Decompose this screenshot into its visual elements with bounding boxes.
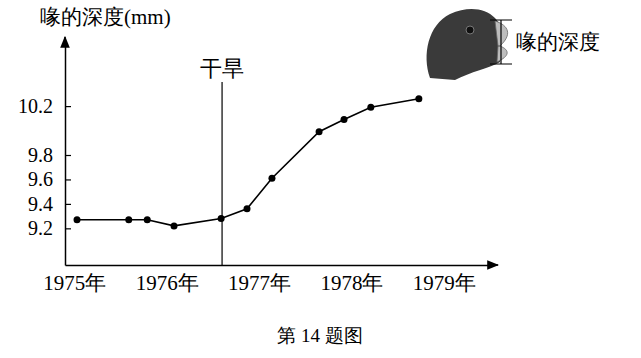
annotation-label: 干旱 [200, 56, 244, 81]
x-tick-label: 1976年 [136, 271, 199, 295]
data-point [144, 216, 151, 223]
y-tick: 9.8 [28, 144, 71, 166]
y-tick-mark [65, 106, 71, 107]
x-axis: 1975年 1976年 1977年 1978年 1979年 [43, 265, 490, 295]
annotation-line [221, 82, 222, 265]
data-point [171, 222, 178, 229]
y-tick-mark [65, 204, 71, 205]
x-axis-arrow [490, 264, 498, 266]
x-tick: 1978年 [320, 265, 383, 295]
data-point [218, 215, 225, 222]
data-line [77, 99, 419, 226]
y-axis-arrow [64, 37, 66, 45]
y-tick-label: 9.6 [28, 168, 53, 190]
data-point [244, 205, 251, 212]
data-point [125, 216, 132, 223]
x-tick-label: 1978年 [320, 271, 383, 295]
illustration-label: 喙的深度 [516, 30, 600, 54]
x-tick: 1975年 [43, 265, 106, 295]
y-tick-mark [65, 228, 71, 229]
y-axis: 9.29.4 9.69.8 10.2 [18, 46, 71, 266]
bird-head [427, 9, 500, 80]
data-point [316, 128, 323, 135]
x-tick: 1977年 [228, 265, 291, 295]
y-tick-label: 9.4 [28, 193, 53, 215]
y-tick-label: 9.2 [28, 217, 53, 239]
x-tick: 1976年 [136, 265, 199, 295]
y-tick-mark [65, 155, 71, 156]
data-point [341, 116, 348, 123]
y-tick-label: 9.8 [28, 144, 53, 166]
y-tick-label: 10.2 [18, 95, 53, 117]
y-tick: 9.4 [28, 193, 71, 215]
y-axis-title: 喙的深度(mm) [40, 5, 171, 29]
x-tick-label: 1979年 [413, 271, 476, 295]
beak-bracket [490, 20, 512, 64]
bird-eye [466, 26, 474, 34]
data-point [367, 104, 374, 111]
caption: 第 14 题图 [277, 325, 363, 346]
x-tick: 1979年 [413, 265, 476, 295]
y-tick-mark [65, 179, 71, 180]
plot-area [74, 95, 423, 229]
chart: 9.29.4 9.69.8 10.2 1975年 1976年 1977年 1978年 1979… [0, 0, 641, 358]
x-axis-line [66, 265, 491, 267]
x-tick-label: 1977年 [228, 271, 291, 295]
x-tick-label: 1975年 [43, 271, 106, 295]
y-tick: 10.2 [18, 95, 71, 117]
data-point [74, 216, 81, 223]
data-point [415, 95, 422, 102]
y-tick: 9.2 [28, 217, 71, 239]
bird-illustration [427, 9, 512, 80]
data-point [268, 175, 275, 182]
y-tick: 9.6 [28, 168, 71, 190]
